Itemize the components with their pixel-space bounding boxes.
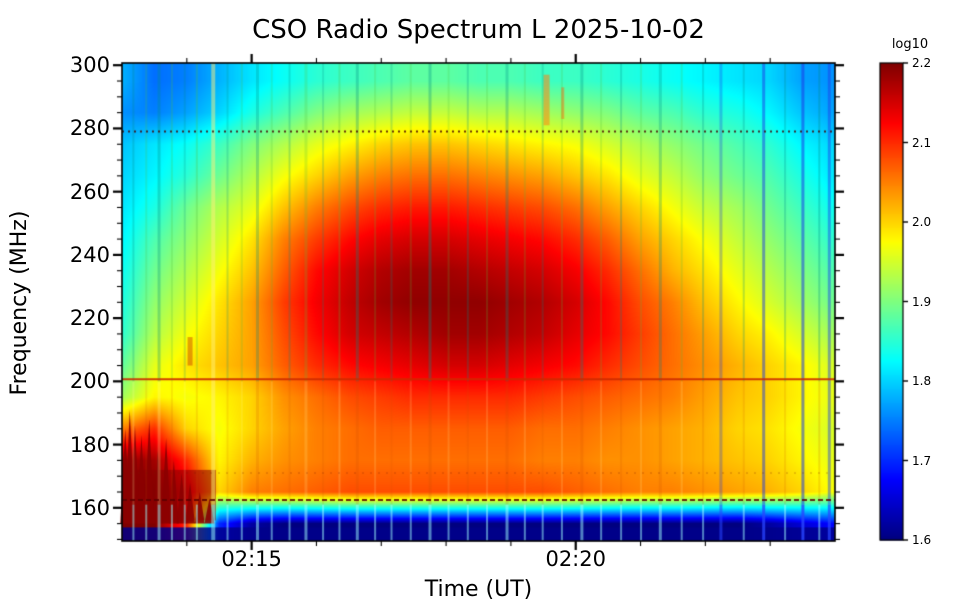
y-tick-label: 160 — [69, 495, 110, 520]
colorbar-tick-label: 2.0 — [912, 215, 932, 229]
colorbar-tick-label: 1.9 — [912, 294, 932, 309]
y-axis-label: Frequency (MHz) — [7, 210, 32, 396]
y-tick-label: 220 — [69, 306, 110, 331]
x-tick-label: 02:20 — [545, 547, 606, 571]
colorbar-tick-label: 2.1 — [912, 135, 932, 150]
y-tick-label: 180 — [69, 432, 110, 457]
colorbar-tick-label: 1.7 — [912, 453, 932, 468]
y-tick-label: 200 — [69, 369, 110, 394]
x-axis-label: Time (UT) — [424, 577, 533, 602]
y-tick-label: 260 — [69, 179, 110, 204]
y-tick-label: 240 — [69, 242, 110, 267]
colorbar-tick-label: 2.2 — [912, 56, 932, 70]
colorbar-title: log10 — [891, 37, 929, 52]
y-tick-label: 300 — [69, 53, 110, 78]
colorbar-tick-label: 1.8 — [912, 374, 932, 388]
colorbar-tick-label: 1.6 — [912, 533, 932, 547]
x-tick-label: 02:15 — [221, 547, 282, 571]
y-tick-label: 280 — [69, 116, 110, 141]
chart-title: CSO Radio Spectrum L 2025-10-02 — [252, 15, 705, 45]
